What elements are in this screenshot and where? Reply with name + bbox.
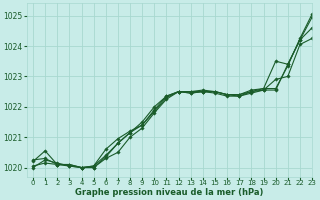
X-axis label: Graphe pression niveau de la mer (hPa): Graphe pression niveau de la mer (hPa) xyxy=(75,188,264,197)
